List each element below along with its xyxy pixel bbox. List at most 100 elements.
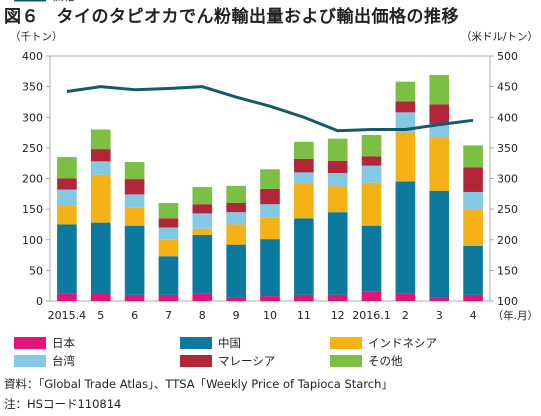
bar-segment-7-台湾: [260, 204, 280, 218]
right-tick-label: 300: [497, 173, 518, 186]
x-tick-label: 9: [233, 309, 240, 322]
bar-segment-5-インドネシア: [192, 228, 213, 235]
bar-segment-4-マレーシア: [158, 218, 179, 228]
left-tick-label: 350: [22, 81, 43, 94]
bar-segment-5-中国: [192, 234, 213, 294]
left-tick-label: 50: [29, 264, 43, 277]
bar-segment-5-マレーシア: [192, 204, 213, 214]
bar-segment-5-その他: [192, 187, 213, 205]
bar-segment-9-その他: [327, 138, 348, 161]
bar-segment-5-日本: [192, 293, 213, 301]
legend-label: 台湾: [52, 354, 75, 368]
x-tick-label: 11: [297, 309, 311, 322]
bar-segment-2-中国: [90, 222, 111, 294]
price-line-layer: [66, 85, 474, 133]
bar-segment-9-インドネシア: [327, 186, 348, 213]
bar-segment-12-インドネシア: [429, 137, 450, 191]
bar-segment-6-日本: [226, 297, 246, 301]
x-tick-label: 2016.1: [352, 309, 391, 322]
bar-segment-6-中国: [226, 244, 246, 298]
x-tick-label: 6: [131, 309, 138, 322]
bars: [57, 74, 483, 302]
legend-swatch-日本: [14, 337, 46, 349]
x-tick-label: 10: [263, 309, 277, 322]
legend-swatch-台湾: [14, 355, 46, 367]
bar-segment-2-日本: [90, 293, 111, 301]
axes: 0 50 100 150 200 250 300 350 400 100 150 200 250 300 3…: [10, 30, 538, 322]
right-tick-label: 400: [497, 111, 518, 124]
legend-label: 中国: [218, 336, 241, 350]
bar-segment-12-その他: [429, 74, 450, 105]
bar-segment-12-台湾: [429, 123, 450, 138]
bar-segment-3-中国: [124, 225, 145, 295]
bar-segment-13-日本: [463, 294, 483, 302]
bar-segment-7-その他: [260, 169, 280, 189]
bar-segment-7-マレーシア: [260, 188, 280, 205]
x-tick-label: 4: [470, 309, 477, 322]
bar-segment-8-マレーシア: [294, 158, 314, 173]
right-tick-label: 150: [497, 264, 518, 277]
bar-segment-12-マレーシア: [429, 104, 450, 124]
bar-segment-10-中国: [361, 225, 382, 292]
bar-segment-13-インドネシア: [463, 209, 483, 246]
right-axis-unit: （米ドル/トン）: [461, 30, 538, 43]
price-line: [66, 85, 474, 133]
x-axis-unit: （年.月）: [493, 309, 538, 322]
bar-segment-3-日本: [124, 294, 145, 302]
bar-segment-4-その他: [158, 203, 179, 219]
x-tick-label: 5: [97, 309, 104, 322]
bar-segment-2-インドネシア: [90, 174, 111, 223]
legend-swatch-インドネシア: [330, 337, 362, 349]
bar-segment-10-その他: [361, 135, 382, 157]
left-tick-label: 250: [22, 142, 43, 155]
bar-segment-10-台湾: [361, 165, 382, 183]
bar-segment-7-中国: [260, 239, 280, 297]
legend-label: 日本: [52, 336, 75, 350]
bar-segment-12-中国: [429, 190, 450, 298]
footnote: 注：HSコード110814: [4, 397, 122, 411]
bar-segment-11-その他: [395, 81, 416, 102]
bar-segment-4-インドネシア: [158, 239, 179, 257]
x-tick-label: 2: [402, 309, 409, 322]
bar-segment-13-台湾: [463, 191, 483, 210]
bar-segment-3-その他: [124, 161, 145, 180]
bar-segment-1-中国: [57, 224, 77, 294]
bar-segment-11-中国: [395, 181, 416, 294]
legend-swatch-マレーシア: [180, 355, 212, 367]
bar-segment-7-インドネシア: [260, 217, 280, 240]
chart-title: 図６ タイのタピオカでん粉輸出量および輸出価格の推移: [4, 7, 459, 27]
bar-segment-6-マレーシア: [226, 203, 246, 213]
bar-segment-8-台湾: [294, 172, 314, 184]
bar-segment-4-台湾: [158, 227, 179, 240]
right-tick-label: 350: [497, 142, 518, 155]
bar-segment-9-マレーシア: [327, 160, 348, 173]
right-tick-label: 500: [497, 50, 518, 63]
bar-segment-8-中国: [294, 218, 314, 295]
bar-segment-1-インドネシア: [57, 206, 77, 225]
legend-swatch-中国: [180, 337, 212, 349]
bar-segment-10-マレーシア: [361, 156, 382, 166]
right-tick-label: 450: [497, 81, 518, 94]
bar-segment-1-その他: [57, 157, 77, 179]
bar-segment-12-日本: [429, 297, 450, 301]
left-tick-label: 0: [36, 295, 43, 308]
bar-segment-4-中国: [158, 256, 179, 295]
x-tick-label: 2015.4: [48, 309, 87, 322]
bar-segment-1-台湾: [57, 189, 77, 207]
x-tick-label: 8: [199, 309, 206, 322]
bar-segment-11-日本: [395, 293, 416, 301]
bar-segment-13-その他: [463, 145, 483, 168]
bar-segment-3-インドネシア: [124, 207, 145, 226]
legend-label: マレーシア: [218, 354, 275, 368]
bar-segment-6-台湾: [226, 212, 246, 225]
bar-segment-10-日本: [361, 291, 382, 301]
legend-label: インドネシア: [368, 336, 437, 350]
bar-segment-3-マレーシア: [124, 179, 145, 195]
left-tick-label: 200: [22, 173, 43, 186]
x-tick-label: 7: [165, 309, 172, 322]
bar-segment-8-その他: [294, 141, 314, 159]
left-tick-label: 400: [22, 50, 43, 63]
bar-segment-11-マレーシア: [395, 101, 416, 113]
x-tick-label: 12: [331, 309, 345, 322]
